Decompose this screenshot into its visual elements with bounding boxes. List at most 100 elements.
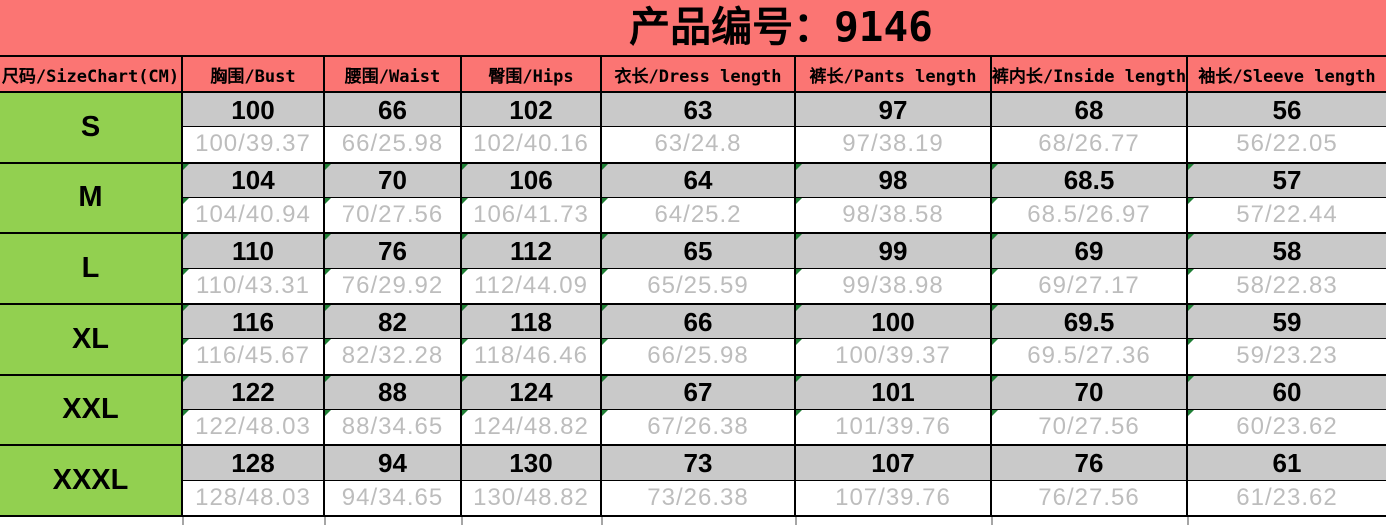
cell-corner-marker-icon (325, 375, 331, 382)
inch-value-cell: 97/38.19 (796, 127, 992, 162)
cm-value-cell: 70 (325, 163, 462, 198)
cm-value-cell: 124 (462, 375, 602, 410)
size-cell: L (0, 234, 183, 303)
cm-value-cell: 118 (462, 304, 602, 340)
inch-value-cell: 124/48.82 (462, 409, 602, 445)
inch-value-cell: 67/26.38 (602, 409, 796, 445)
inch-value-cell: 104/40.94 (183, 197, 325, 233)
product-code-title: 产品编号：9146 (629, 3, 933, 51)
cm-value-cell: 97 (796, 93, 992, 128)
cell-corner-marker-icon (183, 163, 189, 170)
inch-value-cell: 94/34.65 (325, 480, 462, 515)
cell-corner-marker-icon (992, 304, 998, 311)
size-row-block: S 100 66 102 63 97 68 56 100/39.37 66/25.98 102/40… (0, 93, 1386, 164)
inch-value-cell: 70/27.56 (325, 197, 462, 233)
cm-value-cell: 67 (602, 375, 796, 410)
inch-value-cell: 69.5/27.36 (992, 339, 1188, 374)
cm-value-cell: 76 (992, 446, 1188, 481)
cell-corner-marker-icon (796, 339, 802, 346)
size-row-block: M 104 70 106 64 98 68.5 57 104/40.94 70/27.56 106/… (0, 163, 1386, 235)
inch-value-cell: 61/23.62 (1188, 480, 1386, 515)
cell-corner-marker-icon (796, 163, 802, 170)
cell-corner-marker-icon (462, 409, 468, 416)
cell-corner-marker-icon (602, 375, 608, 382)
cell-corner-marker-icon (325, 234, 331, 241)
cell-corner-marker-icon (462, 163, 468, 170)
inch-value-cell: 63/24.8 (602, 127, 796, 162)
cell-corner-marker-icon (1188, 163, 1194, 170)
cell-corner-marker-icon (602, 304, 608, 311)
cm-value-cell: 59 (1188, 304, 1386, 340)
inch-value-cell: 112/44.09 (462, 268, 602, 303)
cell-corner-marker-icon (462, 339, 468, 346)
cm-value-cell: 88 (325, 375, 462, 410)
cm-value-cell: 56 (1188, 93, 1386, 128)
cm-value-cell: 60 (1188, 375, 1386, 410)
gridline (461, 517, 463, 525)
cell-corner-marker-icon (462, 304, 468, 311)
cell-corner-marker-icon (796, 409, 802, 416)
cm-value-cell: 116 (183, 304, 325, 340)
cell-corner-marker-icon (325, 409, 331, 416)
inch-value-cell: 68.5/26.97 (992, 197, 1188, 233)
size-cell: XL (0, 304, 183, 374)
cell-corner-marker-icon (183, 234, 189, 241)
cm-value-cell: 57 (1188, 163, 1386, 198)
cell-corner-marker-icon (602, 409, 608, 416)
cell-corner-marker-icon (183, 339, 189, 346)
inch-value-cell: 100/39.37 (796, 339, 992, 374)
inch-value-cell: 70/27.56 (992, 409, 1188, 445)
cell-corner-marker-icon (602, 268, 608, 275)
cm-value-cell: 68 (992, 93, 1188, 128)
cm-value-cell: 128 (183, 446, 325, 481)
inch-value-cell: 130/48.82 (462, 480, 602, 515)
gridline (182, 517, 184, 525)
cm-value-cell: 100 (796, 304, 992, 340)
size-row-block: XXXL 128 94 130 73 107 76 61 128/48.03 94/34.65 13… (0, 446, 1386, 517)
inch-value-cell: 99/38.98 (796, 268, 992, 303)
inch-value-cell: 58/22.83 (1188, 268, 1386, 303)
cm-value-cell: 98 (796, 163, 992, 198)
cell-corner-marker-icon (1188, 339, 1194, 346)
cm-value-cell: 69.5 (992, 304, 1188, 340)
inch-value-cell: 56/22.05 (1188, 127, 1386, 162)
inch-value-cell: 107/39.76 (796, 480, 992, 515)
cell-corner-marker-icon (462, 268, 468, 275)
cm-value-cell: 68.5 (992, 163, 1188, 198)
cell-corner-marker-icon (602, 234, 608, 241)
cell-corner-marker-icon (1188, 375, 1194, 382)
header-row: 尺码/SizeChart(CM) 胸围/Bust 腰围/Waist 臀围/Hip… (0, 55, 1386, 93)
cell-corner-marker-icon (796, 268, 802, 275)
cell-corner-marker-icon (992, 197, 998, 204)
inch-value-cell: 66/25.98 (325, 127, 462, 162)
inch-value-cell: 82/32.28 (325, 339, 462, 374)
cell-corner-marker-icon (796, 234, 802, 241)
cm-value-cell: 66 (325, 93, 462, 128)
cell-corner-marker-icon (796, 304, 802, 311)
cell-corner-marker-icon (462, 375, 468, 382)
cell-corner-marker-icon (325, 339, 331, 346)
cm-value-cell: 65 (602, 234, 796, 269)
gridline (601, 517, 603, 525)
cell-corner-marker-icon (602, 339, 608, 346)
cell-corner-marker-icon (325, 304, 331, 311)
cm-value-cell: 101 (796, 375, 992, 410)
inch-value-cell: 110/43.31 (183, 268, 325, 303)
cm-value-cell: 106 (462, 163, 602, 198)
inch-value-cell: 68/26.77 (992, 127, 1188, 162)
gridline (795, 517, 797, 525)
cell-corner-marker-icon (325, 163, 331, 170)
cell-corner-marker-icon (1188, 268, 1194, 275)
inch-value-cell: 101/39.76 (796, 409, 992, 445)
cell-corner-marker-icon (462, 197, 468, 204)
inch-value-cell: 60/23.62 (1188, 409, 1386, 445)
inch-value-cell: 88/34.65 (325, 409, 462, 445)
inch-value-cell: 64/25.2 (602, 197, 796, 233)
size-cell: S (0, 93, 183, 162)
cell-corner-marker-icon (602, 197, 608, 204)
column-header-waist: 腰围/Waist (325, 57, 462, 91)
gridline (324, 517, 326, 525)
size-cell: XXXL (0, 446, 183, 515)
cell-corner-marker-icon (183, 268, 189, 275)
cm-value-cell: 110 (183, 234, 325, 269)
